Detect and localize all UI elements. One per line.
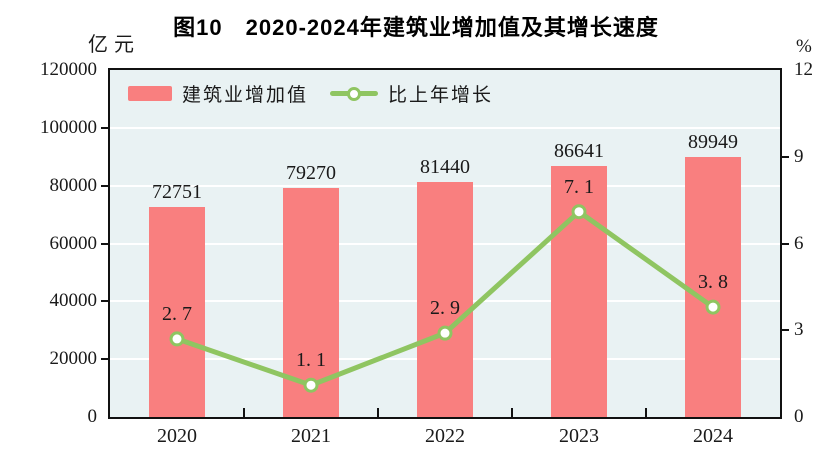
right-axis-tick-label: 3 <box>794 319 804 341</box>
left-axis-tick-label: 20000 <box>49 348 98 370</box>
data-point-marker-icon <box>169 331 185 347</box>
x-axis-tick <box>645 408 647 417</box>
left-axis-unit-label: 亿元 <box>88 34 140 56</box>
left-axis-tick-label: 40000 <box>49 290 98 312</box>
x-axis-category-label: 2022 <box>425 425 465 447</box>
left-axis-tick-label: 120000 <box>40 59 97 80</box>
x-axis-category-label: 2021 <box>291 425 331 447</box>
left-axis-tick-label: 80000 <box>49 174 98 196</box>
data-point-marker-icon <box>705 299 721 315</box>
bar-series-swatch <box>128 86 172 101</box>
right-axis-unit-label: % <box>796 36 812 57</box>
bar-value-label: 81440 <box>420 155 470 178</box>
x-axis-tick <box>511 408 513 417</box>
data-point-marker-icon <box>303 377 319 393</box>
right-axis-tick <box>780 242 789 245</box>
line-sample-marker-icon <box>347 87 362 101</box>
line-series-label: 比上年增长 <box>388 85 494 106</box>
left-axis-tick-label: 100000 <box>40 116 97 138</box>
x-axis-category-label: 2024 <box>693 425 733 447</box>
bar <box>685 156 741 417</box>
right-axis-tick <box>780 329 789 332</box>
line-series-sample <box>330 86 379 101</box>
gridline <box>110 126 780 129</box>
x-axis-tick <box>243 408 245 417</box>
bar-value-label: 79270 <box>286 161 336 184</box>
plot-area: 建筑业增加值 比上年增长 72751 79270 81440 86641 89949 2.… <box>101 68 789 419</box>
bar-series-label: 建筑业增加值 <box>182 85 309 106</box>
growth-value-label: 2. 9 <box>430 297 460 320</box>
chart-title: 图10 2020-2024年建筑业增加值及其增长速度 <box>173 15 659 40</box>
left-axis-tick <box>101 184 110 187</box>
right-axis-tick-label: 0 <box>794 406 804 427</box>
right-axis-tick <box>780 155 789 158</box>
bar-value-label: 86641 <box>554 140 604 163</box>
left-axis-tick <box>101 126 110 129</box>
growth-value-label: 7. 1 <box>564 175 594 198</box>
left-axis-tick-label: 60000 <box>49 232 98 254</box>
x-axis-tick <box>377 408 379 417</box>
left-axis-tick <box>101 300 110 303</box>
data-point-marker-icon <box>571 204 587 220</box>
growth-value-label: 1. 1 <box>296 349 326 372</box>
bar-value-label: 72751 <box>152 180 202 203</box>
left-axis-tick <box>101 242 110 245</box>
legend: 建筑业增加值 比上年增长 <box>128 80 493 107</box>
bar <box>417 181 473 417</box>
right-axis-tick-label: 12 <box>794 59 813 80</box>
x-axis-category-label: 2020 <box>157 425 197 447</box>
left-axis-tick <box>101 358 110 361</box>
right-axis-tick-label: 9 <box>794 145 804 167</box>
growth-line-chart <box>169 204 721 393</box>
growth-value-label: 3. 8 <box>698 271 728 294</box>
x-axis-category-label: 2023 <box>559 425 599 447</box>
bar-value-label: 89949 <box>688 130 738 153</box>
data-point-marker-icon <box>437 325 453 341</box>
bar <box>149 206 205 417</box>
right-axis-tick-label: 6 <box>794 232 804 254</box>
left-axis-tick-label: 0 <box>87 406 98 427</box>
growth-value-label: 2. 7 <box>162 302 192 325</box>
